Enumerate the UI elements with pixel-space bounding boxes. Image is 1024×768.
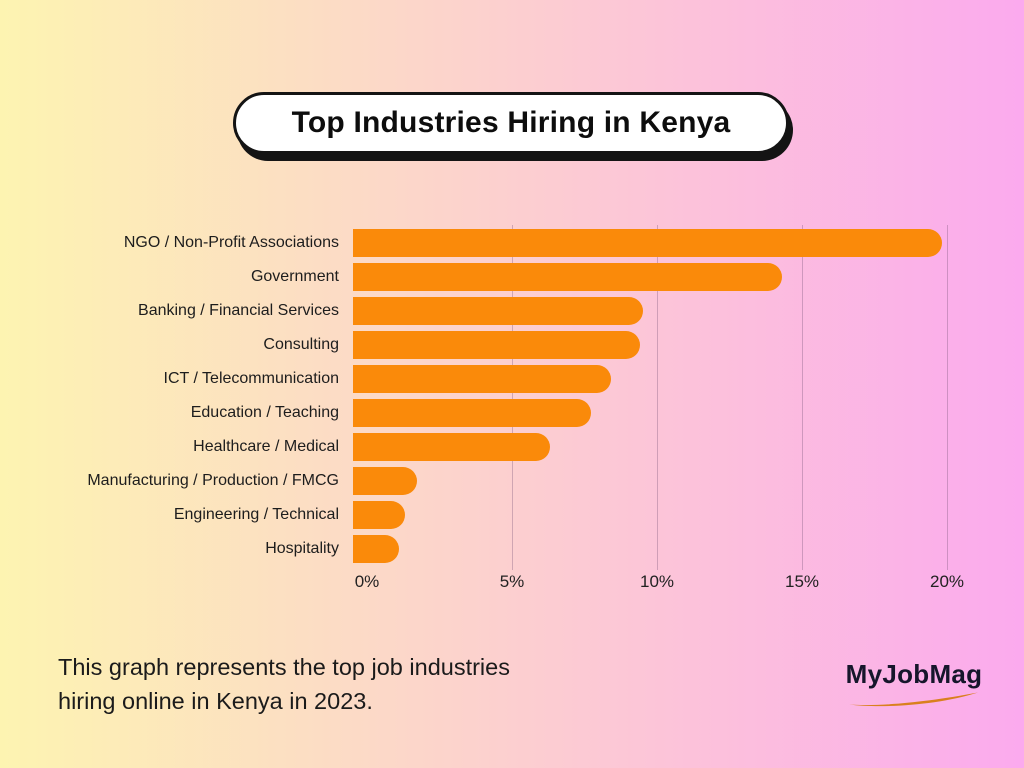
category-label: NGO / Non-Profit Associations [123,234,339,251]
bar [353,399,591,427]
x-tick-label: 20% [929,572,965,591]
chart-row: Engineering / Technical [40,501,980,529]
chart-row: Government [40,263,980,291]
chart-title: Top Industries Hiring in Kenya [291,106,731,139]
chart-description: This graph represents the top job indust… [58,650,510,718]
chart-row: NGO / Non-Profit Associations [40,229,980,257]
chart-description-line1: This graph represents the top job indust… [58,654,510,680]
bar [353,297,643,325]
myjobmag-logo: MyJobMag [843,659,985,707]
x-tick-label: 15% [784,572,820,591]
category-label: Engineering / Technical [173,506,339,523]
category-label: Manufacturing / Production / FMCG [87,472,339,489]
chart-row: Manufacturing / Production / FMCG [40,467,980,495]
category-label: Consulting [263,336,339,353]
x-tick-label: 0% [354,572,380,591]
chart-row: Consulting [40,331,980,359]
x-tick-label: 5% [499,572,525,591]
x-axis: 0% 5% 10% 15% 20% [355,572,964,596]
category-label: ICT / Telecommunication [163,370,339,387]
category-label: Education / Teaching [190,404,339,421]
bar [353,331,641,359]
bar [353,467,417,495]
bar [353,263,783,291]
chart-description-line2: hiring online in Kenya in 2023. [58,688,373,714]
chart-row: Education / Teaching [40,399,980,427]
chart-title-pill: Top Industries Hiring in Kenya [233,92,789,154]
myjobmag-logo-text: MyJobMag [845,659,983,689]
bar [353,365,612,393]
chart-row: Hospitality [40,535,980,563]
logo-swoosh-icon [849,692,978,707]
chart-rows: NGO / Non-Profit Associations Government B… [40,229,980,563]
bar [353,433,551,461]
bar [353,535,400,563]
x-tick-label: 10% [639,572,675,591]
bar-chart: NGO / Non-Profit Associations Government B… [40,225,980,591]
chart-row: Healthcare / Medical [40,433,980,461]
bar [353,229,942,257]
category-label: Hospitality [265,540,339,557]
bar [353,501,406,529]
chart-row: Banking / Financial Services [40,297,980,325]
category-label: Banking / Financial Services [138,302,339,319]
category-label: Government [250,268,339,285]
category-label: Healthcare / Medical [193,438,339,455]
chart-row: ICT / Telecommunication [40,365,980,393]
